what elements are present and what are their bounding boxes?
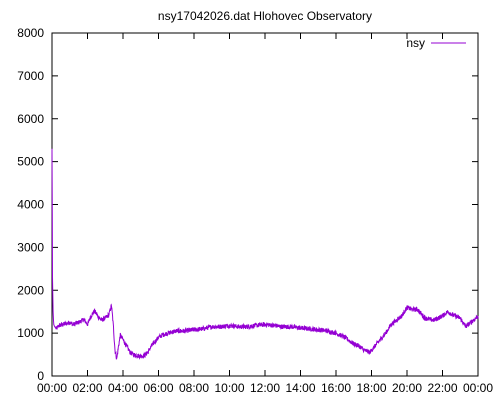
- series-line-nsy: [51, 148, 479, 360]
- y-tick-label: 4000: [17, 198, 44, 212]
- series-layer: [51, 148, 479, 360]
- x-axis: 00:00 02:00 04:00 06:00 08:00 10:00 12:00 14:00…: [37, 33, 493, 395]
- y-tick-label: 0: [37, 369, 44, 383]
- x-tick-label: 02:00: [72, 381, 102, 395]
- y-tick-label: 5000: [17, 155, 44, 169]
- chart-title: nsy17042026.dat Hlohovec Observatory: [158, 9, 372, 23]
- x-tick-label: 06:00: [143, 381, 173, 395]
- x-tick-label: 00:00: [463, 381, 493, 395]
- y-tick-label: 7000: [17, 69, 44, 83]
- y-tick-label: 2000: [17, 283, 44, 297]
- x-tick-label: 12:00: [250, 381, 280, 395]
- y-tick-label: 8000: [17, 26, 44, 40]
- y-tick-label: 1000: [17, 326, 44, 340]
- legend-label-nsy: nsy: [406, 36, 425, 50]
- x-tick-label: 16:00: [321, 381, 351, 395]
- x-tick-label: 22:00: [427, 381, 457, 395]
- y-tick-label: 3000: [17, 240, 44, 254]
- y-axis: 0 1000 2000 3000 4000 5000 6000 7000 8000: [17, 26, 478, 383]
- x-tick-label: 18:00: [356, 381, 386, 395]
- x-tick-label: 08:00: [179, 381, 209, 395]
- x-tick-label: 00:00: [37, 381, 67, 395]
- legend: nsy: [406, 36, 466, 50]
- x-tick-label: 04:00: [108, 381, 138, 395]
- y-tick-label: 6000: [17, 112, 44, 126]
- x-tick-label: 10:00: [214, 381, 244, 395]
- x-tick-label: 20:00: [392, 381, 422, 395]
- x-tick-label: 14:00: [285, 381, 315, 395]
